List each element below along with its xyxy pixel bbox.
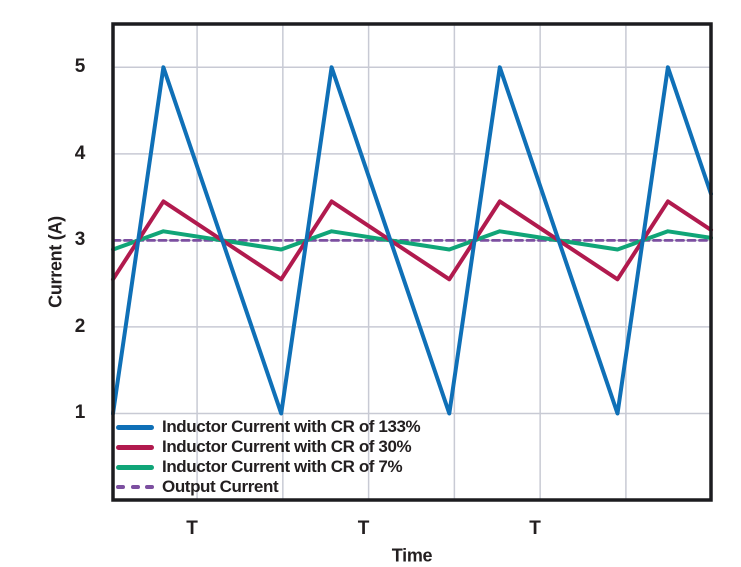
legend-dash-segment	[145, 485, 154, 489]
legend: Inductor Current with CR of 133% Inductor…	[116, 417, 421, 497]
x-tick-label: T	[186, 518, 198, 539]
x-axis-title: Time	[391, 545, 433, 566]
legend-swatch	[116, 424, 154, 430]
legend-swatch	[116, 444, 154, 450]
legend-item: Inductor Current with CR of 30%	[116, 437, 420, 457]
legend-label: Output Current	[162, 477, 279, 496]
x-tick-label: T	[357, 518, 370, 539]
series-layer	[111, 65, 713, 416]
y-tick-label: 4	[74, 142, 86, 164]
legend-item: Inductor Current with CR of 7%	[116, 457, 420, 477]
series-line	[111, 65, 713, 416]
y-tick-label: 2	[74, 315, 86, 337]
plot-border	[111, 22, 713, 502]
legend-dash-segment	[116, 485, 125, 489]
y-tick-label: 1	[74, 402, 86, 424]
legend-item: Output Current	[116, 477, 420, 497]
legend-label: Inductor Current with CR of 7%	[162, 457, 403, 476]
legend-swatch	[116, 464, 154, 470]
series-line	[111, 199, 713, 282]
x-tick-label: T	[529, 518, 541, 539]
legend-swatch	[116, 485, 154, 489]
legend-label: Inductor Current with CR of 30%	[162, 437, 412, 456]
y-tick-label: 3	[74, 229, 86, 251]
series-line	[111, 229, 713, 252]
legend-label: Inductor Current with CR of 133%	[162, 417, 421, 436]
legend-dash-segment	[130, 485, 140, 489]
y-tick-label: 5	[74, 56, 86, 78]
legend-item: Inductor Current with CR of 133%	[116, 417, 421, 437]
